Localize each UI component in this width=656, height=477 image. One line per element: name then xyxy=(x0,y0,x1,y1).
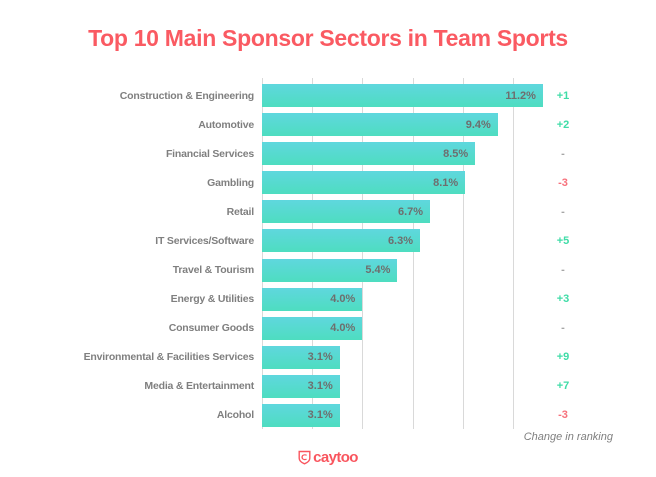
category-label: Gambling xyxy=(207,176,254,189)
bar-value-label: 3.1% xyxy=(307,351,333,364)
ranking-change-value: +1 xyxy=(556,89,570,102)
ranking-change-value: +3 xyxy=(556,293,570,306)
category-label: Travel & Tourism xyxy=(172,264,254,276)
bar: 11.2% xyxy=(262,84,543,108)
ranking-change-value: -3 xyxy=(558,176,568,189)
gridline xyxy=(262,78,263,429)
bar-value-label: 3.1% xyxy=(307,380,333,393)
bar: 8.1% xyxy=(262,171,466,195)
caytoo-logo: caytoo xyxy=(0,449,656,466)
category-label: Automotive xyxy=(198,118,254,131)
plot-cell: 3.1% xyxy=(262,345,563,369)
chart-row: Automotive 9.4% +2 xyxy=(40,110,620,139)
bar: 8.5% xyxy=(262,142,476,166)
category-label: Environmental & Facilities Services xyxy=(83,351,255,364)
gridline xyxy=(462,78,464,429)
gridline xyxy=(512,78,514,429)
chart-title: Top 10 Main Sponsor Sectors in Team Spor… xyxy=(88,25,568,51)
chart-row: Environmental & Facilities Services 3.1% +… xyxy=(40,343,620,372)
chart-row: Financial Services 8.5% - xyxy=(40,139,620,168)
plot-cell: 8.5% xyxy=(262,142,563,166)
bar: 9.4% xyxy=(262,113,498,137)
bar-value-label: 5.4% xyxy=(365,264,391,276)
change-in-ranking-caption: Change in ranking xyxy=(523,431,613,443)
plot-cell: 5.4% xyxy=(262,258,563,282)
chart-row: Retail 6.7% - xyxy=(40,197,620,226)
bar-value-label: 8.1% xyxy=(433,176,459,189)
plot-cell: 9.4% xyxy=(262,113,563,137)
bar-value-label: 6.3% xyxy=(387,234,414,247)
bar: 3.1% xyxy=(262,345,340,369)
bar: 4.0% xyxy=(262,316,363,340)
bar-value-label: 4.0% xyxy=(330,293,356,306)
chart-row: Construction & Engineering 11.2% +1 xyxy=(40,81,620,110)
ranking-change-value: -3 xyxy=(558,409,568,422)
bar: 3.1% xyxy=(262,374,340,398)
category-label: Energy & Utilities xyxy=(170,293,255,306)
category-label: Media & Entertainment xyxy=(144,380,254,393)
bar-value-label: 4.0% xyxy=(330,322,356,335)
ranking-change-value: +7 xyxy=(556,380,570,393)
bar-value-label: 6.7% xyxy=(397,205,424,218)
chart-row: Energy & Utilities 4.0% +3 xyxy=(40,285,620,314)
logo-text: caytoo xyxy=(313,449,358,466)
plot-cell: 6.7% xyxy=(262,200,563,224)
bar-value-label: 3.1% xyxy=(307,409,333,422)
category-label: Construction & Engineering xyxy=(119,89,254,102)
gridline-layer xyxy=(262,78,563,429)
gridline xyxy=(312,78,314,429)
bar-value-label: 11.2% xyxy=(505,89,536,102)
chart-row: Media & Entertainment 3.1% +7 xyxy=(40,372,620,401)
ranking-change-value: +5 xyxy=(556,234,570,247)
ranking-change-value: - xyxy=(561,205,565,218)
plot-cell: 3.1% xyxy=(262,403,563,427)
plot-cell: 8.1% xyxy=(262,171,563,195)
category-label: Consumer Goods xyxy=(168,322,254,335)
gridline xyxy=(362,78,364,429)
bar: 5.4% xyxy=(262,258,398,282)
chart-row: Consumer Goods 4.0% - xyxy=(40,314,620,343)
ranking-change-value: +9 xyxy=(556,351,570,364)
category-label: Financial Services xyxy=(165,147,254,160)
bar-chart: Construction & Engineering 11.2% +1 Automot… xyxy=(40,78,620,430)
bar: 6.7% xyxy=(262,200,431,224)
bar-value-label: 8.5% xyxy=(443,147,469,160)
ranking-change-value: - xyxy=(561,147,565,160)
plot-cell: 4.0% xyxy=(262,287,563,311)
category-label: IT Services/Software xyxy=(155,234,254,247)
bar: 6.3% xyxy=(262,229,421,253)
category-label: Retail xyxy=(226,205,255,218)
gridline xyxy=(412,78,414,429)
chart-row: Alcohol 3.1% -3 xyxy=(40,401,620,430)
ranking-change-value: - xyxy=(561,322,565,335)
plot-cell: 3.1% xyxy=(262,374,563,398)
bar: 3.1% xyxy=(262,403,340,427)
chart-row: IT Services/Software 6.3% +5 xyxy=(40,226,620,255)
ranking-change-value: - xyxy=(561,264,565,276)
bar-value-label: 9.4% xyxy=(465,118,491,131)
chart-row: Travel & Tourism 5.4% - xyxy=(40,255,620,284)
plot-cell: 6.3% xyxy=(262,229,563,253)
category-label: Alcohol xyxy=(216,409,254,422)
plot-cell: 11.2% xyxy=(262,84,563,108)
ranking-change-value: +2 xyxy=(556,118,570,131)
chart-row: Gambling 8.1% -3 xyxy=(40,168,620,197)
shield-icon xyxy=(298,450,311,465)
plot-cell: 4.0% xyxy=(262,316,563,340)
bar: 4.0% xyxy=(262,287,363,311)
chart-rows: Construction & Engineering 11.2% +1 Automot… xyxy=(40,78,620,430)
